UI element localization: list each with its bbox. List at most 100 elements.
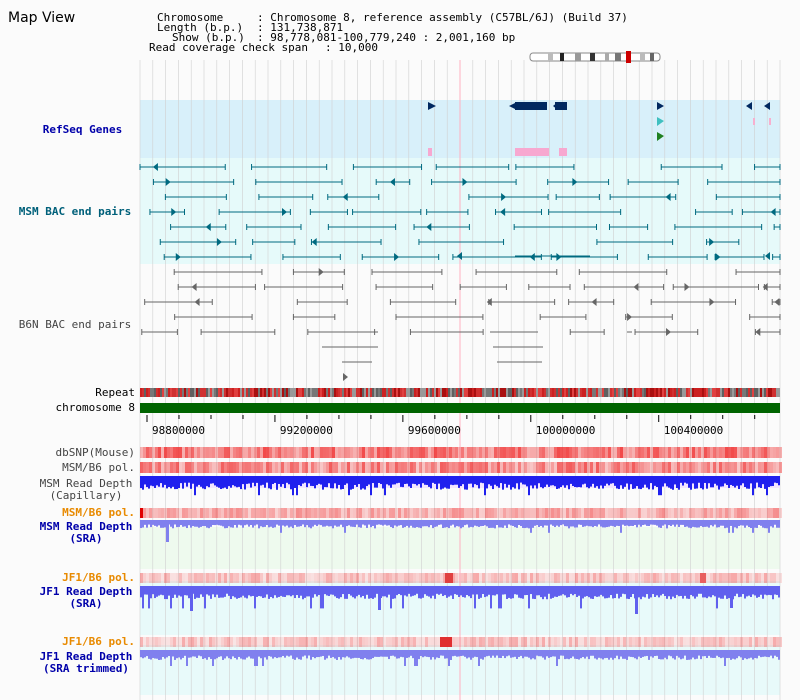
msm-depth-sra-bar bbox=[450, 520, 452, 526]
jf1-depth-sra-bar bbox=[210, 586, 212, 599]
jf1-depth-sra-bar bbox=[740, 586, 742, 597]
track-label-refseq[interactable]: RefSeq Genes bbox=[42, 123, 123, 136]
track-label-msm-bac[interactable]: MSM BAC end pairs bbox=[18, 205, 132, 218]
msm-depth-sra-bar bbox=[496, 520, 498, 525]
msm-depth-sra-bar bbox=[320, 520, 322, 526]
track-label-msm-b6-pol-2[interactable]: MSM/B6 pol. bbox=[62, 506, 135, 519]
repeat-segment bbox=[674, 388, 676, 397]
jf1-b6-pol-cell bbox=[290, 573, 293, 583]
jf1-b6-pol-cell bbox=[431, 573, 434, 583]
jf1-depth-sra-bar bbox=[512, 586, 514, 599]
msm-b6-pol-cell bbox=[491, 462, 494, 473]
msm-depth-sra-bar bbox=[602, 520, 604, 528]
track-label-b6n-bac[interactable]: B6N BAC end pairs bbox=[18, 318, 132, 331]
jf1-depth-trimmed-bar bbox=[418, 650, 420, 660]
repeat-segment bbox=[762, 388, 764, 397]
msm-depth-capillary-bar bbox=[678, 476, 680, 490]
jf1-depth-sra-bar bbox=[548, 586, 550, 594]
msm-depth-capillary-bar bbox=[444, 476, 446, 488]
msm-depth-sra-bar bbox=[368, 520, 370, 525]
dbsnp-cell bbox=[140, 447, 143, 458]
msm-depth-capillary-bar bbox=[606, 476, 608, 484]
jf1-b6-pol-2-cell bbox=[374, 637, 377, 647]
jf1-b6-pol-cell bbox=[320, 573, 323, 583]
msm-depth-sra-bar bbox=[228, 520, 230, 527]
track-label-dbsnp[interactable]: dbSNP(Mouse) bbox=[55, 446, 135, 459]
msm-b6-pol-2-cell bbox=[173, 508, 176, 518]
jf1-depth-trimmed-bar bbox=[574, 650, 576, 659]
jf1-depth-trimmed-bar bbox=[706, 650, 708, 659]
msm-b6-pol-2-cell bbox=[443, 508, 446, 518]
jf1-depth-trimmed-bar bbox=[344, 650, 346, 658]
msm-b6-pol-2-cell bbox=[587, 508, 590, 518]
repeat-segment bbox=[506, 388, 508, 397]
jf1-b6-pol-cell bbox=[299, 573, 302, 583]
jf1-depth-trimmed-bar bbox=[482, 650, 484, 660]
jf1-b6-pol-2-cell bbox=[143, 637, 146, 647]
msm-b6-pol-cell bbox=[593, 462, 596, 473]
jf1-depth-sra-bar bbox=[286, 586, 288, 596]
msm-b6-pol-cell bbox=[647, 462, 650, 473]
dbsnp-cell bbox=[686, 447, 689, 458]
repeat-segment bbox=[532, 388, 534, 397]
msm-b6-pol-2-cell bbox=[701, 508, 704, 518]
msm-b6-pol-cell bbox=[305, 462, 308, 473]
track-label-jf1-b6-pol[interactable]: JF1/B6 pol. bbox=[62, 571, 135, 584]
jf1-b6-pol-2-cell bbox=[539, 637, 542, 647]
jf1-b6-pol-cell bbox=[614, 573, 617, 583]
jf1-depth-trimmed-bar bbox=[264, 650, 266, 658]
jf1-b6-pol-cell bbox=[617, 573, 620, 583]
msm-depth-sra-bar bbox=[330, 520, 332, 527]
msm-depth-sra-bar bbox=[326, 520, 328, 526]
msm-depth-capillary-bar bbox=[450, 476, 452, 485]
msm-b6-pol-2-cell bbox=[614, 508, 617, 518]
jf1-depth-sra-bar bbox=[462, 586, 464, 598]
dbsnp-cell bbox=[653, 447, 656, 458]
track-label-msm-depth-sra[interactable]: MSM Read Depth (SRA) bbox=[30, 521, 142, 545]
jf1-b6-pol-2-cell bbox=[710, 637, 713, 647]
repeat-segment bbox=[602, 388, 604, 397]
jf1-b6-pol-cell bbox=[194, 573, 197, 583]
dbsnp-cell bbox=[332, 447, 335, 458]
jf1-b6-pol-2-cell bbox=[572, 637, 575, 647]
msm-b6-pol-2-cell bbox=[188, 508, 191, 518]
msm-depth-capillary-bar bbox=[368, 476, 370, 485]
msm-bac-arrow bbox=[572, 178, 578, 186]
track-label-jf1-depth-trimmed[interactable]: JF1 Read Depth (SRA trimmed) bbox=[30, 651, 142, 675]
jf1-depth-trimmed-bar bbox=[486, 650, 488, 657]
msm-depth-sra-bar bbox=[306, 520, 308, 526]
msm-depth-sra-bar bbox=[588, 520, 590, 527]
jf1-b6-pol-2-cell bbox=[506, 637, 509, 647]
repeat-segment bbox=[334, 388, 336, 397]
msm-depth-capillary-bar bbox=[340, 476, 342, 490]
jf1-b6-pol-cell bbox=[581, 573, 584, 583]
dbsnp-cell bbox=[581, 447, 584, 458]
repeat-segment bbox=[680, 388, 682, 397]
jf1-depth-sra-bar bbox=[346, 586, 348, 599]
msm-depth-sra-bar bbox=[376, 520, 378, 525]
repeat-segment bbox=[734, 388, 736, 397]
msm-b6-pol-2-cell bbox=[191, 508, 194, 518]
jf1-depth-trimmed-bar bbox=[586, 650, 588, 657]
msm-depth-capillary-bar bbox=[460, 476, 462, 487]
repeat-segment bbox=[442, 388, 444, 397]
repeat-segment bbox=[414, 388, 416, 397]
jf1-depth-sra-bar bbox=[660, 586, 662, 596]
msm-b6-pol-2-cell bbox=[551, 508, 554, 518]
track-label-msm-b6-pol[interactable]: MSM/B6 pol. bbox=[62, 461, 135, 474]
track-label-msm-depth-capillary[interactable]: MSM Read Depth (Capillary) bbox=[30, 478, 142, 502]
msm-depth-capillary-bar bbox=[412, 476, 414, 484]
repeat-segment bbox=[158, 388, 160, 397]
track-label-jf1-b6-pol-2[interactable]: JF1/B6 pol. bbox=[62, 635, 135, 648]
jf1-depth-sra-bar bbox=[178, 586, 180, 596]
msm-b6-pol-cell bbox=[413, 462, 416, 473]
msm-b6-pol-2-cell bbox=[623, 508, 626, 518]
msm-bac-arrow bbox=[501, 193, 507, 201]
dbsnp-cell bbox=[668, 447, 671, 458]
jf1-depth-sra-bar bbox=[154, 586, 156, 599]
jf1-depth-trimmed-bar bbox=[532, 650, 534, 659]
track-label-jf1-depth-sra[interactable]: JF1 Read Depth (SRA) bbox=[30, 586, 142, 610]
msm-b6-pol-2-cell bbox=[566, 508, 569, 518]
jf1-depth-sra-bar bbox=[536, 586, 538, 596]
